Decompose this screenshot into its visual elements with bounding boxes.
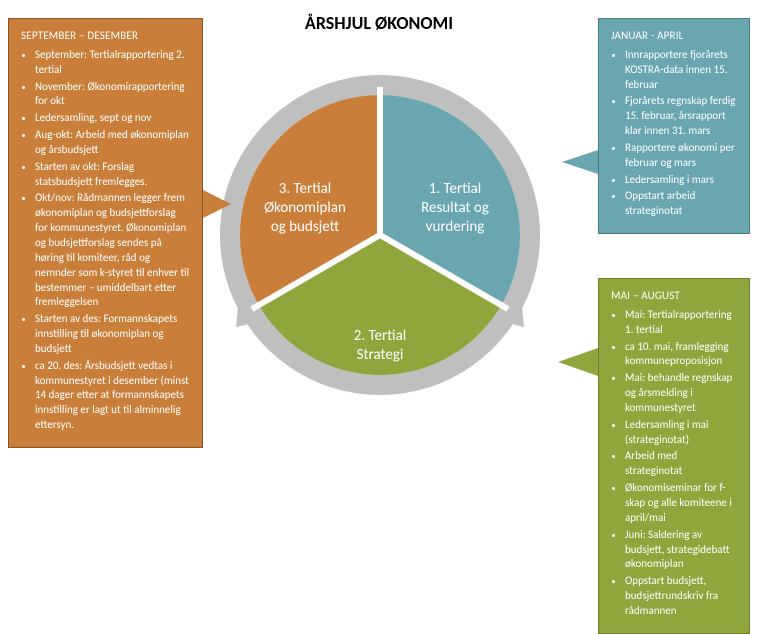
callout-left-period: SEPTEMBER – DESEMBER	[21, 29, 190, 44]
callout-br-list: Mai: Tertialrapportering 1. tertialca 10…	[611, 308, 737, 619]
callout-left-tail	[203, 190, 231, 218]
list-item: Ledersamling i mars	[625, 173, 737, 188]
list-item: Ledersamling, sept og nov	[35, 111, 190, 126]
list-item: Juni: Saldering av budsjett, strategideb…	[625, 528, 737, 573]
list-item: Starten av okt: Forslag statsbudsjett fr…	[35, 160, 190, 190]
list-item: Ledersamling i mai (strateginotat)	[625, 418, 737, 448]
list-item: ca 10. mai, framlegging kommuneproposisj…	[625, 340, 737, 370]
callout-may-aug: MAI – AUGUST Mai: Tertialrapportering 1.…	[598, 278, 750, 634]
list-item: September: Tertialrapportering 2. tertia…	[35, 48, 190, 78]
callout-br-period: MAI – AUGUST	[611, 289, 737, 304]
annual-wheel: 1. Tertial Resultat og vurdering 2. Tert…	[220, 75, 540, 395]
list-item: Innrapportere fjorårets KOSTRA-data inne…	[625, 48, 737, 93]
callout-tr-list: Innrapportere fjorårets KOSTRA-data inne…	[611, 48, 737, 219]
list-item: Fjorårets regnskap ferdig 15. februar, å…	[625, 94, 737, 139]
list-item: Okt/nov: Rådmannen legger frem økonomipl…	[35, 191, 190, 310]
list-item: Oppstart arbeid strateginotat	[625, 189, 737, 219]
page-title: ÅRSHJUL ØKONOMI	[305, 12, 453, 34]
list-item: Mai: behandle regnskap og årsmelding i k…	[625, 371, 737, 416]
wheel-svg	[220, 75, 540, 395]
callout-br-tail	[558, 348, 598, 376]
callout-tr-period: JANUAR - APRIL	[611, 29, 737, 44]
list-item: Økonomiseminar for f-skap og alle komite…	[625, 481, 737, 526]
list-item: Mai: Tertialrapportering 1. tertial	[625, 308, 737, 338]
list-item: Starten av des: Formannskapets innstilli…	[35, 312, 190, 357]
list-item: Aug-okt: Arbeid med økonomiplan og årsbu…	[35, 128, 190, 158]
list-item: Arbeid med strateginotat	[625, 449, 737, 479]
callout-sept-dec: SEPTEMBER – DESEMBER September: Tertialr…	[8, 18, 203, 448]
callout-tr-tail	[562, 150, 598, 174]
list-item: Rapportere økonomi per februar og mars	[625, 141, 737, 171]
list-item: Oppstart budsjett, budsjettrundskriv fra…	[625, 574, 737, 619]
list-item: November: Økonomirapportering for okt	[35, 80, 190, 110]
callout-left-list: September: Tertialrapportering 2. tertia…	[21, 48, 190, 433]
callout-jan-apr: JANUAR - APRIL Innrapportere fjorårets K…	[598, 18, 750, 234]
list-item: ca 20. des: Årsbudsjett vedtas i kommune…	[35, 359, 190, 433]
